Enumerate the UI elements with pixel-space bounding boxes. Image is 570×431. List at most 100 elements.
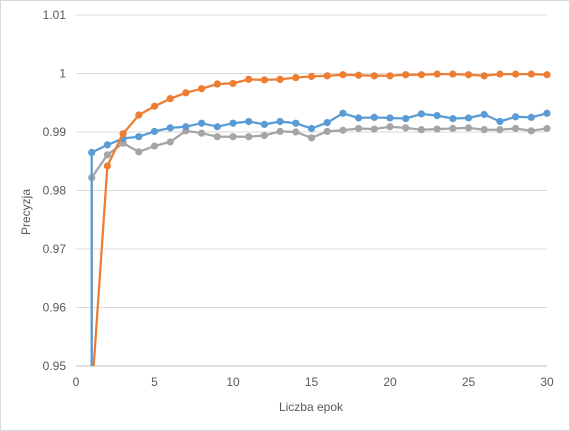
series-line	[92, 113, 547, 377]
data-point	[355, 114, 362, 121]
data-point	[135, 133, 142, 140]
data-point	[481, 126, 488, 133]
data-point	[104, 151, 111, 158]
y-axis-title: Precyzja	[19, 189, 33, 235]
data-point	[182, 89, 189, 96]
y-tick-label: 0.96	[43, 301, 67, 315]
data-point	[465, 114, 472, 121]
data-point	[198, 120, 205, 127]
data-point	[449, 70, 456, 77]
series-line	[92, 127, 547, 378]
data-point	[402, 124, 409, 131]
data-point	[324, 128, 331, 135]
data-point	[308, 125, 315, 132]
data-point	[465, 124, 472, 131]
data-point	[229, 133, 236, 140]
x-axis-title: Liczba epok	[279, 400, 344, 414]
data-point	[481, 111, 488, 118]
data-point	[261, 76, 268, 83]
data-point	[496, 118, 503, 125]
data-point	[339, 71, 346, 78]
data-point	[135, 111, 142, 118]
data-point	[371, 72, 378, 79]
x-tick-label: 30	[540, 375, 554, 389]
data-point	[167, 124, 174, 131]
data-point	[214, 123, 221, 130]
data-point	[245, 76, 252, 83]
data-point	[182, 123, 189, 130]
data-point	[418, 110, 425, 117]
x-tick-label: 0	[73, 375, 80, 389]
data-point	[543, 125, 550, 132]
data-point	[528, 114, 535, 121]
data-point	[292, 128, 299, 135]
data-point	[512, 125, 519, 132]
data-point	[214, 133, 221, 140]
data-point	[402, 115, 409, 122]
data-point	[543, 71, 550, 78]
data-point	[104, 141, 111, 148]
data-point	[512, 113, 519, 120]
y-tick-label: 0.98	[43, 184, 67, 198]
data-point	[355, 125, 362, 132]
data-point	[449, 125, 456, 132]
series-3	[88, 123, 551, 378]
x-tick-label: 5	[151, 375, 158, 389]
data-point	[245, 133, 252, 140]
x-tick-label: 15	[305, 375, 319, 389]
data-point	[355, 72, 362, 79]
data-point	[371, 125, 378, 132]
x-tick-label: 25	[462, 375, 476, 389]
data-point	[434, 125, 441, 132]
data-point	[465, 71, 472, 78]
data-point	[198, 130, 205, 137]
data-point	[496, 70, 503, 77]
x-tick-label: 20	[383, 375, 397, 389]
data-point	[245, 118, 252, 125]
data-point	[543, 110, 550, 117]
data-point	[308, 134, 315, 141]
data-point	[229, 80, 236, 87]
data-point	[135, 148, 142, 155]
data-point	[371, 114, 378, 121]
data-point	[292, 120, 299, 127]
data-point	[167, 95, 174, 102]
data-point	[386, 114, 393, 121]
data-point	[339, 110, 346, 117]
gridlines	[76, 15, 547, 308]
data-point	[261, 121, 268, 128]
data-point	[324, 119, 331, 126]
data-point	[120, 130, 127, 137]
data-point	[277, 128, 284, 135]
data-point	[418, 126, 425, 133]
data-point	[386, 123, 393, 130]
series-line	[92, 74, 547, 395]
data-point	[434, 112, 441, 119]
data-point	[386, 72, 393, 79]
data-point	[151, 103, 158, 110]
data-point	[402, 71, 409, 78]
data-point	[151, 142, 158, 149]
data-point	[528, 127, 535, 134]
y-tick-labels: 0.95 0.96 0.97 0.98 0.99 1 1.01	[43, 8, 67, 373]
data-point	[229, 120, 236, 127]
data-point	[434, 70, 441, 77]
y-tick-label: 1.01	[43, 8, 67, 22]
series-1	[88, 110, 551, 378]
data-point	[512, 70, 519, 77]
data-point	[528, 70, 535, 77]
y-tick-label: 0.95	[43, 359, 67, 373]
series-2	[92, 70, 551, 395]
data-point	[214, 80, 221, 87]
data-point	[167, 138, 174, 145]
data-point	[198, 85, 205, 92]
y-tick-label: 0.97	[43, 242, 67, 256]
data-point	[496, 126, 503, 133]
x-tick-labels: 0 5 10 15 20 25 30	[73, 375, 554, 389]
series-layer	[88, 70, 551, 395]
data-point	[292, 74, 299, 81]
data-point	[277, 118, 284, 125]
data-point	[481, 72, 488, 79]
data-point	[151, 128, 158, 135]
